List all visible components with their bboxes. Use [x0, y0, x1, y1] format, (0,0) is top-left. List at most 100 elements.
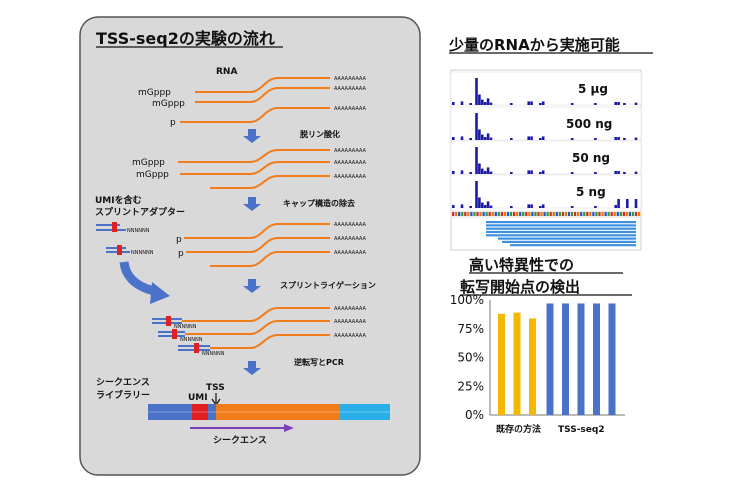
sequence-base — [485, 212, 488, 216]
down-arrow-4 — [243, 361, 261, 375]
sequence-base — [516, 212, 519, 216]
y-tick-label: 75% — [457, 322, 484, 336]
adapter-2: NNNNNN — [106, 245, 154, 256]
sequence-base — [592, 212, 595, 216]
step-decapping: キャップ構造の除去 — [283, 198, 355, 208]
sequence-base — [525, 212, 528, 216]
down-arrow-3 — [243, 279, 261, 293]
sequence-base — [570, 212, 574, 216]
coverage-bar — [539, 138, 542, 140]
sequence-base — [558, 212, 561, 216]
coverage-bar — [594, 138, 597, 140]
coverage-bar — [489, 102, 493, 105]
coverage-bar — [530, 101, 533, 105]
sequence-base — [567, 212, 571, 216]
lig-nnn-2: NNNNNN — [180, 337, 203, 343]
aligned-read — [486, 224, 636, 227]
coverage-bar — [486, 98, 490, 105]
coverage-bar — [617, 137, 620, 140]
sequence-base — [500, 212, 503, 216]
p-label-2: p — [178, 249, 184, 259]
sequence-base — [635, 212, 638, 216]
coverage-bar — [634, 171, 638, 174]
coverage-bar — [478, 163, 481, 174]
sequence-base — [580, 212, 583, 216]
sequence-base — [479, 212, 482, 216]
library-construct — [148, 404, 390, 420]
rna-strand-5 — [180, 161, 330, 175]
bar — [498, 313, 505, 415]
sequence-base — [586, 212, 589, 216]
coverage-bar — [634, 199, 638, 208]
sequence-base — [622, 212, 625, 216]
polya-3: AAAAAAAAA — [334, 106, 366, 112]
coverage-bar — [475, 78, 478, 105]
bar — [513, 312, 521, 415]
sequence-base — [509, 212, 513, 216]
workflow-panel — [79, 16, 421, 476]
coverage-bar — [469, 103, 472, 105]
sequence-base — [543, 212, 546, 216]
y-tick-label: 0% — [465, 408, 484, 422]
coverage-bar — [481, 134, 484, 140]
down-arrow-1 — [243, 129, 261, 143]
sequence-base — [610, 212, 613, 216]
bar — [546, 303, 554, 415]
sequence-base — [513, 212, 516, 216]
adapter-nnn-1: NNNNNN — [127, 228, 150, 234]
umi-adapter-label-2: スプリントアダプター — [95, 206, 185, 218]
coverage-track-1 — [450, 71, 642, 106]
coverage-bar — [489, 205, 493, 208]
coverage-bar — [510, 172, 513, 174]
polya-4: AAAAAAAAA — [334, 148, 366, 154]
sequence-base — [604, 212, 607, 216]
coverage-bar — [617, 199, 620, 208]
rna-strand-8 — [186, 237, 330, 253]
rna-strand-1 — [195, 77, 330, 93]
coverage-bar — [469, 172, 472, 174]
coverage-bar — [570, 138, 574, 140]
aligned-read — [498, 237, 636, 240]
tss-label: TSS — [206, 383, 225, 393]
coverage-bar — [541, 136, 545, 140]
sequence-base — [458, 212, 461, 216]
sequence-arrow-head — [284, 424, 294, 432]
rna-strands-3 — [184, 223, 330, 267]
coverage-bar — [483, 102, 487, 105]
coverage-bar — [489, 171, 493, 174]
coverage-bar — [486, 133, 490, 140]
sequence-base — [470, 212, 473, 216]
coverage-bar — [594, 172, 597, 174]
coverage-bar — [510, 103, 513, 105]
rna-strand-4 — [178, 149, 330, 163]
rna-strand-6 — [210, 175, 330, 189]
rna-strands-2 — [178, 149, 330, 189]
polya-11: AAAAAAAAA — [334, 319, 366, 325]
coverage-bar — [460, 136, 464, 140]
track-label-1: 5 μg — [578, 82, 608, 96]
aligned-read — [486, 221, 636, 224]
sequence-base — [455, 212, 458, 216]
sequence-base — [607, 212, 610, 216]
umi-adapter-label-1: UMIを含む — [95, 194, 142, 206]
sequence-base — [534, 212, 537, 216]
coverage-bar — [623, 103, 626, 105]
sequence-base — [601, 212, 604, 216]
sequence-base — [473, 212, 476, 216]
coverage-bar — [478, 197, 481, 208]
coverage-bar — [634, 102, 638, 105]
coverage-title: 少量のRNAから実施可能 — [448, 36, 620, 54]
coverage-bar — [570, 172, 574, 174]
coverage-bar — [530, 136, 533, 140]
coverage-bar — [614, 205, 617, 208]
polya-10: AAAAAAAAA — [334, 306, 366, 312]
sequence-base — [461, 212, 464, 216]
sequence-base — [488, 212, 491, 216]
library-label-2: ライブラリー — [96, 389, 150, 401]
aligned-read — [502, 240, 636, 243]
coverage-bar — [626, 199, 629, 208]
coverage-bar — [481, 202, 484, 208]
rna-strand-2 — [195, 87, 330, 103]
coverage-bar — [570, 103, 574, 105]
coverage-bar — [478, 129, 481, 140]
